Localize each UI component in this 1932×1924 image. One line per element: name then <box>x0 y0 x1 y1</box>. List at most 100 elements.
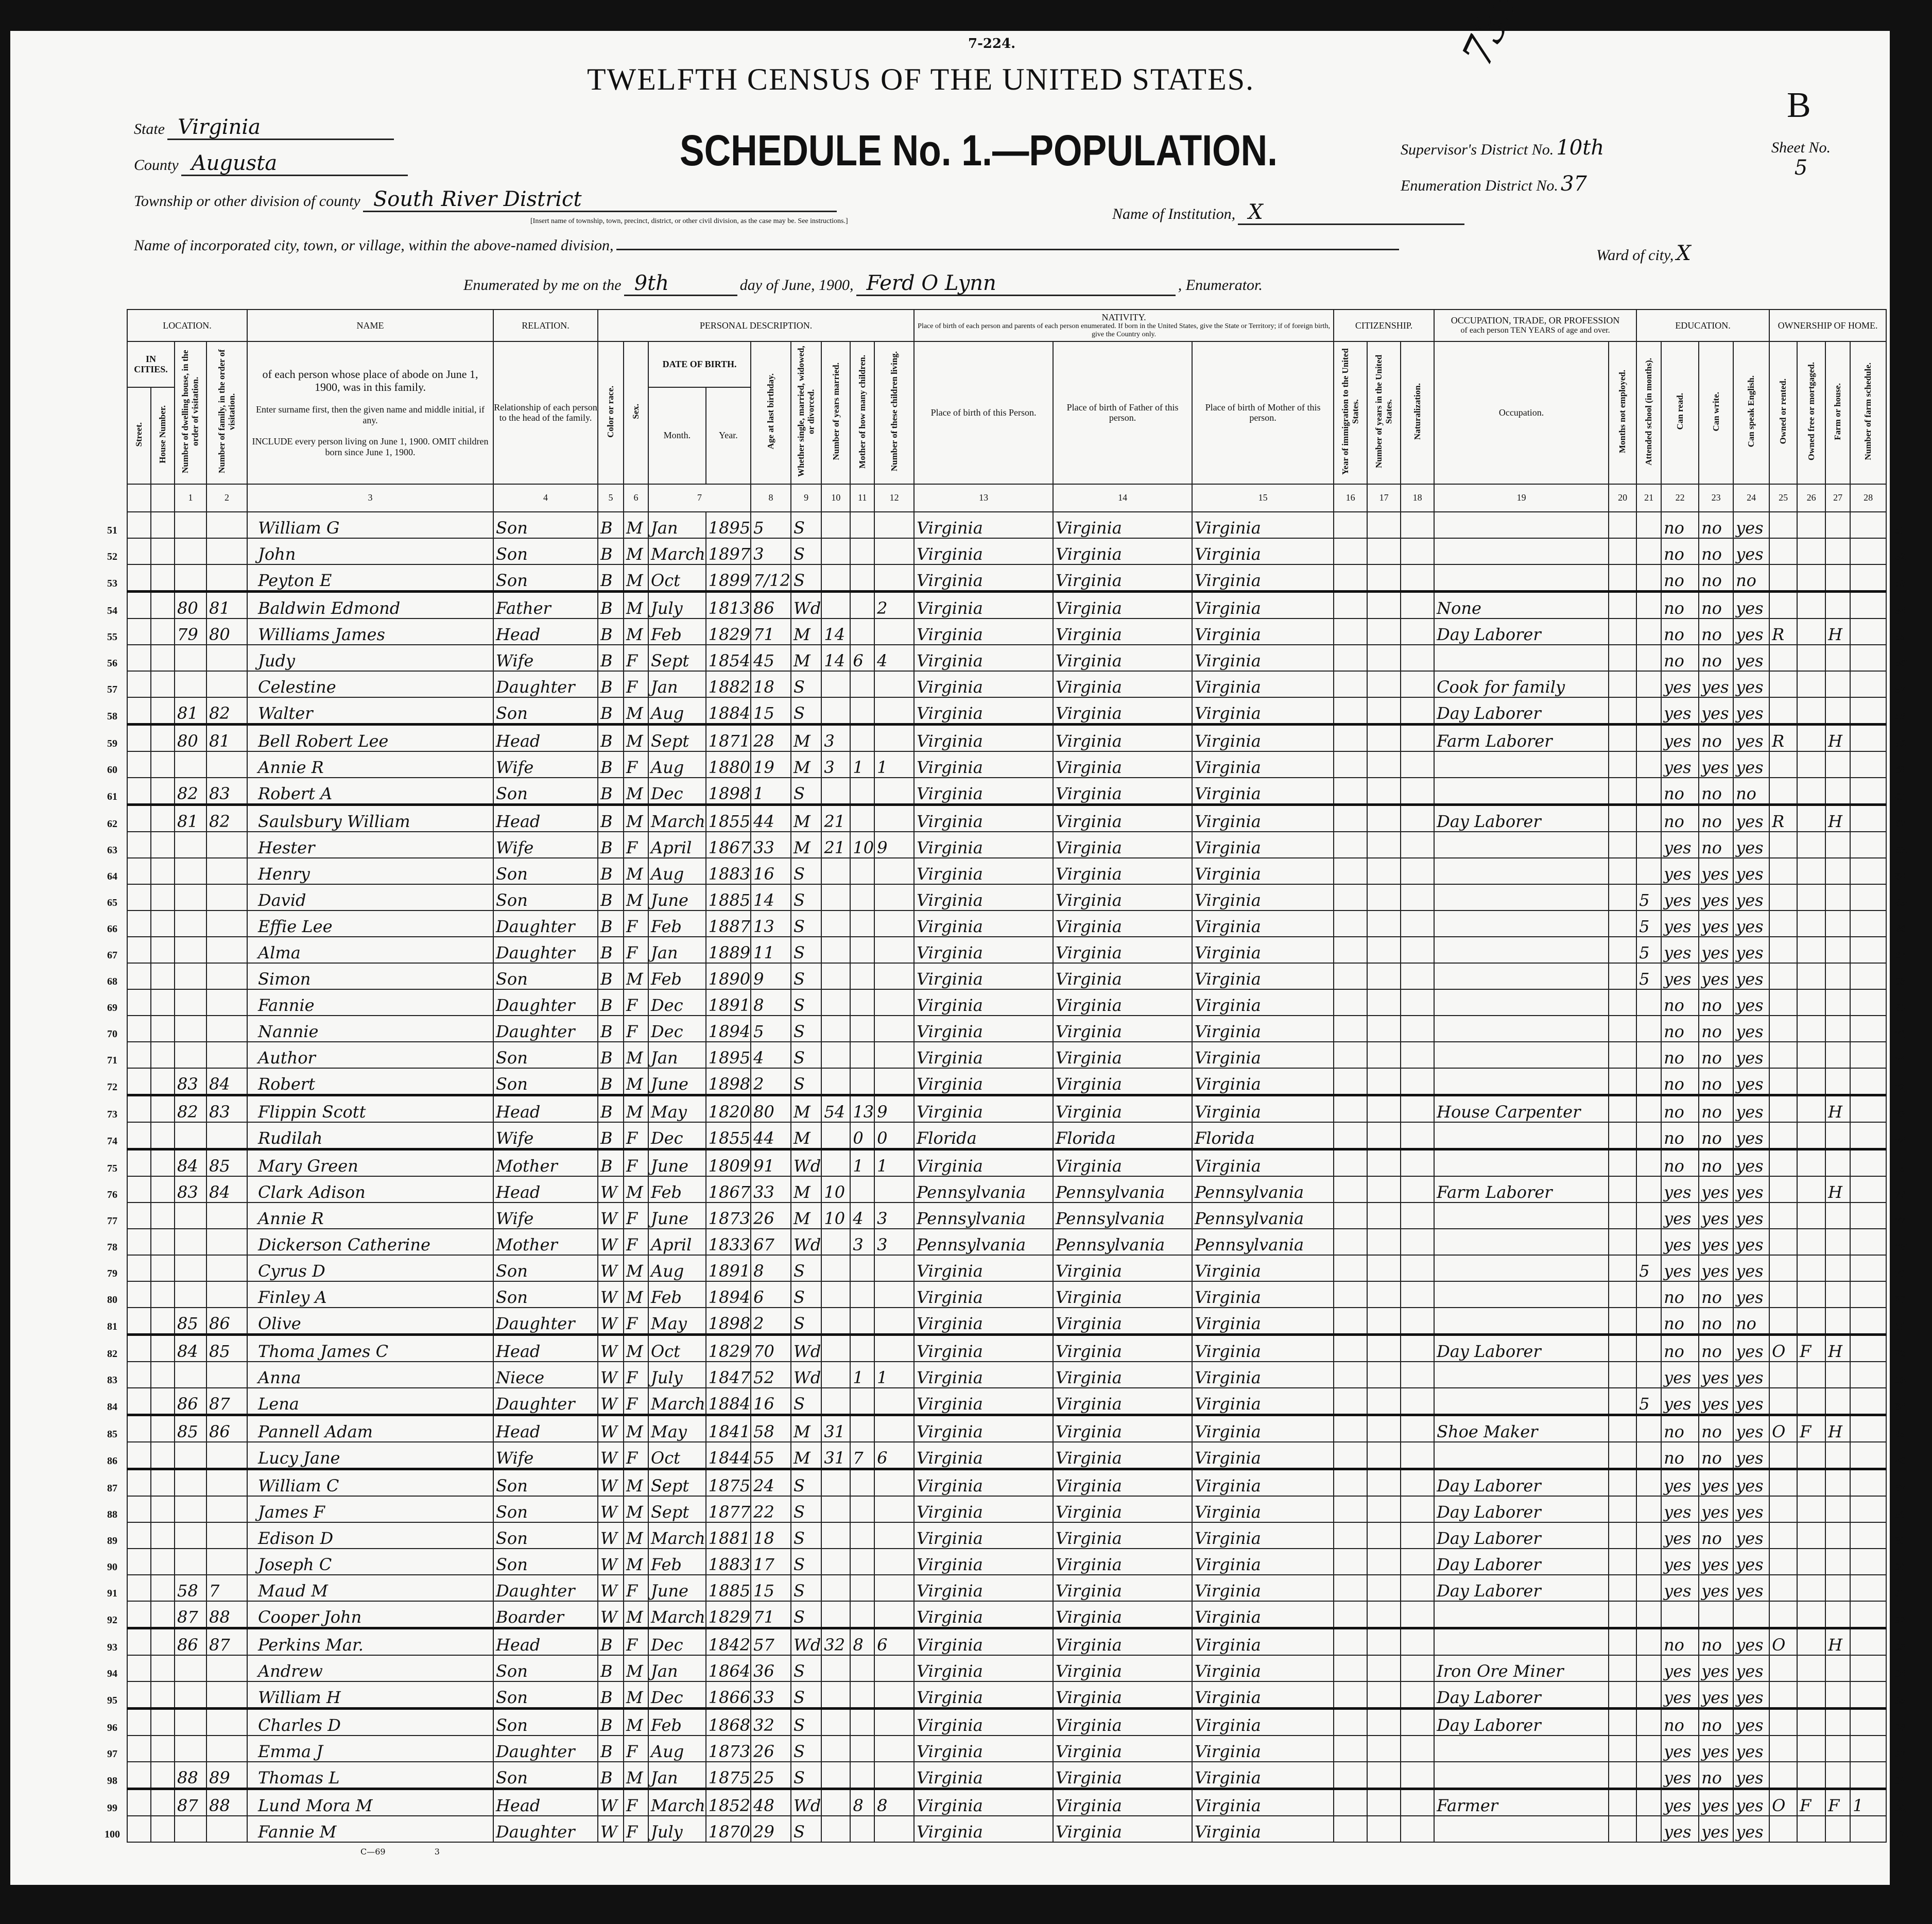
cell-dwelling: 86 <box>174 1626 207 1656</box>
cell-month: Jan <box>648 670 706 698</box>
cell-school <box>1636 696 1662 725</box>
line-number-left: 63 <box>107 844 117 856</box>
cell-dwelling: 82 <box>174 1093 207 1123</box>
cell-occupation <box>1434 1041 1610 1069</box>
cell-years-us <box>1367 1015 1402 1042</box>
line-number-left: 95 <box>107 1695 117 1707</box>
header-owned: Owned or rented. <box>1769 341 1798 485</box>
cell-dwelling <box>174 1361 207 1388</box>
cell-family <box>206 1654 248 1682</box>
cell-english: yes <box>1733 1441 1770 1470</box>
cell-age: 33 <box>750 1175 791 1203</box>
cell-mother-birth: Virginia <box>1192 1387 1335 1416</box>
cell-school: 5 <box>1636 962 1662 990</box>
cell-living <box>874 988 915 1016</box>
cell-living <box>874 1654 915 1682</box>
cell-occupation <box>1434 962 1610 990</box>
cell-age: 91 <box>750 1147 791 1177</box>
cell-marital: S <box>790 1600 822 1629</box>
cell-year: 1868 <box>705 1707 752 1736</box>
supervisor-label: Supervisor's District No. <box>1401 141 1554 158</box>
cell-school <box>1636 1495 1662 1523</box>
cell-years-us <box>1367 1654 1402 1682</box>
cell-father-birth: Virginia <box>1053 537 1193 565</box>
cell-farm-schedule <box>1850 644 1887 672</box>
cell-years-married <box>821 1521 851 1549</box>
cell-months-unemployed <box>1608 962 1637 990</box>
cell-color: B <box>597 1093 624 1123</box>
cell-farm-schedule <box>1850 1654 1887 1682</box>
cell-mother-birth: Virginia <box>1192 909 1335 937</box>
cell-house <box>150 1093 175 1123</box>
cell-name: Finley A <box>247 1280 494 1308</box>
cell-read: no <box>1661 1280 1700 1308</box>
header-dwelling: Number of dwelling house, in the order o… <box>174 341 207 485</box>
cell-months-unemployed <box>1608 1280 1637 1308</box>
cell-mother-of: 1 <box>850 1361 875 1388</box>
line-number-right: 53 <box>1895 578 1906 590</box>
header-color: Color or race. <box>597 341 624 485</box>
cell-dwelling: 80 <box>174 723 207 752</box>
cell-age: 11 <box>750 936 791 964</box>
cell-color: W <box>597 1787 624 1816</box>
cell-age: 70 <box>750 1333 791 1362</box>
cell-owned <box>1769 1654 1798 1682</box>
cell-read: no <box>1661 1067 1700 1096</box>
cell-farm <box>1825 988 1851 1016</box>
cell-living <box>874 1761 915 1790</box>
cell-english: yes <box>1733 1521 1770 1549</box>
cell-name: Peyton E <box>247 563 494 592</box>
cell-months-unemployed <box>1608 988 1637 1016</box>
cell-free <box>1797 1600 1826 1629</box>
cell-mother-birth: Virginia <box>1192 537 1335 565</box>
column-number: 9 <box>790 483 822 512</box>
cell-father-birth: Virginia <box>1053 1574 1193 1602</box>
footer: C—69 3 <box>360 1847 440 1857</box>
cell-birth: Florida <box>913 1121 1054 1150</box>
cell-years-us <box>1367 1093 1402 1123</box>
cell-english: yes <box>1733 1361 1770 1388</box>
cell-naturalization <box>1400 563 1435 592</box>
cell-years-married <box>821 936 851 964</box>
cell-months-unemployed <box>1608 1175 1637 1203</box>
cell-birth: Virginia <box>913 1441 1054 1470</box>
cell-years-us <box>1367 1761 1402 1790</box>
cell-write: yes <box>1698 1228 1734 1256</box>
cell-color: W <box>597 1495 624 1523</box>
table-row: Charles D Son B M Feb 1868 32 S Virginia Virginia… <box>127 1707 1887 1736</box>
line-number-left: 85 <box>107 1428 117 1440</box>
cell-write: yes <box>1698 1548 1734 1575</box>
cell-mother-birth: Virginia <box>1192 1147 1335 1177</box>
cell-dwelling <box>174 1680 207 1709</box>
cell-sex: F <box>623 831 649 858</box>
line-number-right: 60 <box>1895 764 1906 776</box>
cell-write: no <box>1698 1441 1734 1470</box>
cell-owned: O <box>1769 1333 1798 1362</box>
header-ownership: OWNERSHIP OF HOME. <box>1769 309 1887 342</box>
cell-free <box>1797 1626 1826 1656</box>
line-number-left: 51 <box>107 524 117 536</box>
cell-living <box>874 1387 915 1416</box>
cell-mother-of: 10 <box>850 831 875 858</box>
cell-months-unemployed <box>1608 1254 1637 1282</box>
cell-english: yes <box>1733 936 1770 964</box>
cell-mother-of <box>850 670 875 698</box>
cell-english: yes <box>1733 883 1770 911</box>
cell-birth: Virginia <box>913 1548 1054 1575</box>
line-number-left: 55 <box>107 631 117 643</box>
cell-owned <box>1769 988 1798 1016</box>
cell-age: 29 <box>750 1815 791 1843</box>
cell-mother-of <box>850 1521 875 1549</box>
column-number: 11 <box>850 483 875 512</box>
cell-free: F <box>1797 1787 1826 1816</box>
cell-farm-schedule <box>1850 1201 1887 1229</box>
cell-farm-schedule <box>1850 1175 1887 1203</box>
cell-farm <box>1825 1574 1851 1602</box>
township-value: South River District <box>363 188 837 212</box>
cell-year: 1885 <box>705 1574 752 1602</box>
nativity-desc: Place of birth of each person and parent… <box>918 322 1330 339</box>
table-body: William G Son B M Jan 1895 5 S Virginia Virginia V… <box>127 511 1887 1843</box>
cell-month: Sept <box>648 1495 706 1523</box>
cell-street <box>127 1121 151 1150</box>
line-number-left: 98 <box>107 1775 117 1787</box>
